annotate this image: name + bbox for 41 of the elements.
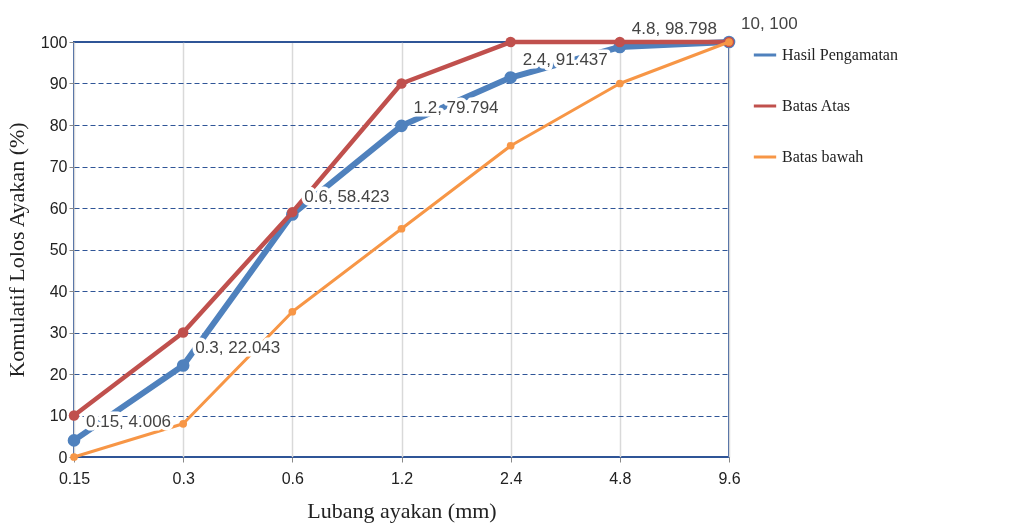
y-tick-label: 60 xyxy=(49,199,68,217)
y-tick-label: 70 xyxy=(49,158,68,175)
y-tick-label: 90 xyxy=(49,75,68,92)
point xyxy=(505,36,516,48)
x-tick-label: 2.4 xyxy=(500,469,523,487)
data-label: 1.2, 79.794 xyxy=(413,97,499,117)
x-tick-label: 4.8 xyxy=(609,469,632,487)
data-label: 10, 100 xyxy=(741,14,798,33)
y-tick-label: 0 xyxy=(58,448,68,466)
y-tick-label: 20 xyxy=(49,365,68,383)
y-tick-label: 40 xyxy=(49,282,68,300)
data-label: 4.8, 98.798 xyxy=(631,18,717,38)
x-tick-label: 0.6 xyxy=(281,469,305,487)
legend-label: Batas bawah xyxy=(782,148,864,165)
y-tick-label: 10 xyxy=(49,407,68,424)
point xyxy=(68,410,80,421)
point xyxy=(504,71,517,84)
point xyxy=(67,434,81,447)
y-axis-title: Komulatif Lolos Ayakan (%) xyxy=(3,122,29,378)
point xyxy=(70,453,78,461)
legend-label: Batas Atas xyxy=(782,97,850,114)
point xyxy=(177,327,189,338)
point xyxy=(176,359,190,372)
point xyxy=(288,307,297,316)
point xyxy=(397,224,406,233)
y-tick-label: 80 xyxy=(49,116,68,134)
point xyxy=(395,119,408,133)
y-tick-label: 100 xyxy=(40,33,68,51)
x-tick-label: 0.3 xyxy=(172,469,195,487)
point xyxy=(506,141,515,150)
x-tick-label: 1.2 xyxy=(390,469,414,487)
x-tick-label: 0.15 xyxy=(58,469,91,487)
y-tick-label: 50 xyxy=(49,241,68,258)
x-axis-title: Lubang ayakan (mm) xyxy=(307,497,497,523)
point xyxy=(179,419,188,428)
point xyxy=(396,78,407,89)
point xyxy=(614,36,626,48)
legend-label: Hasil Pengamatan xyxy=(782,46,898,64)
point xyxy=(615,79,624,88)
y-tick-label: 30 xyxy=(49,324,68,341)
x-tick-label: 9.6 xyxy=(718,469,741,487)
